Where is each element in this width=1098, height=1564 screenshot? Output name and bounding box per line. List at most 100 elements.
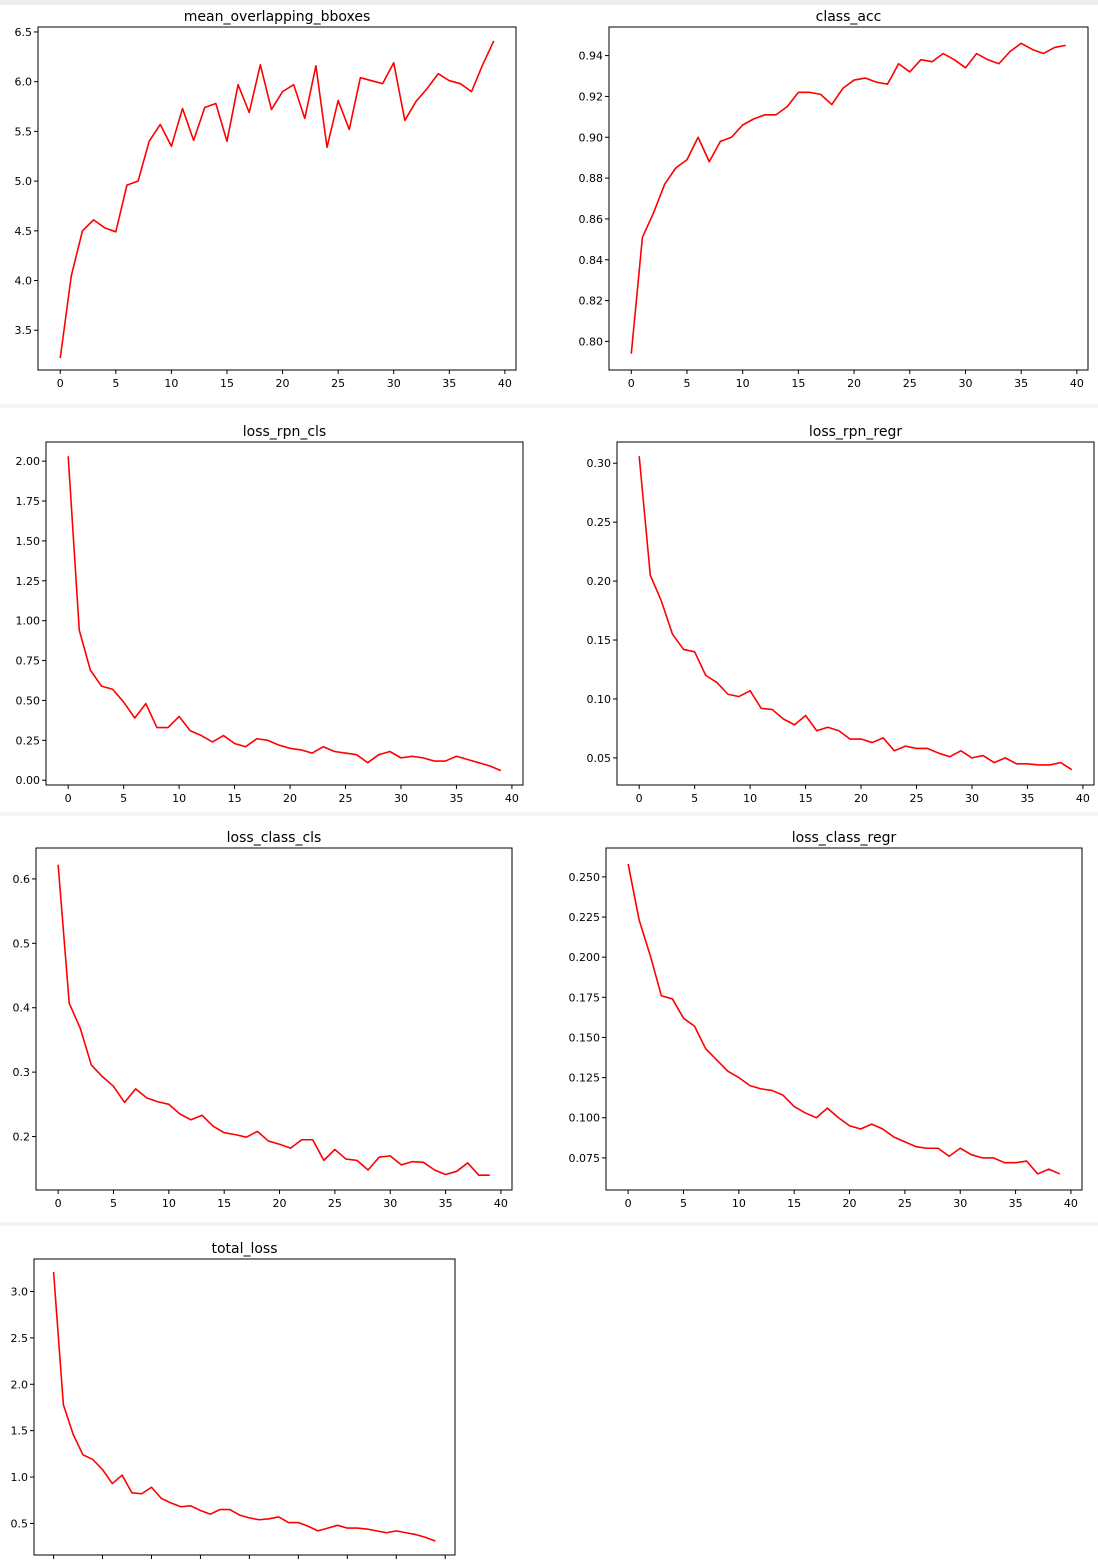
y-tick-label: 1.5	[11, 1425, 29, 1438]
y-tick-label: 0.05	[587, 752, 612, 765]
data-line	[627, 863, 1061, 1175]
subplot-loss-class-cls: loss_class_cls 0 5 10 15 20 25 30 35 40 0.2 0.3 0.4 0…	[13, 830, 513, 1210]
x-tick-label: 0	[55, 1197, 62, 1210]
x-tick-label: 10	[732, 1197, 746, 1210]
x-tick-label: 25	[291, 1562, 305, 1564]
x-tick-label: 25	[328, 1197, 342, 1210]
y-tick-label: 4.0	[15, 275, 33, 288]
x-tick-label: 5	[691, 792, 698, 805]
y-tick-label: 0.6	[13, 873, 31, 886]
chart-title: loss_class_cls	[227, 830, 322, 846]
x-tick-label: 30	[958, 377, 972, 390]
data-line	[57, 864, 490, 1176]
y-tick-label: 0.075	[569, 1152, 601, 1165]
y-tick-label: 5.0	[15, 175, 33, 188]
y-tick-label: 0.84	[579, 254, 604, 267]
chart-title: mean_overlapping_bboxes	[184, 9, 370, 25]
y-tick-label: 0.250	[569, 871, 601, 884]
x-tick-label: 30	[387, 377, 401, 390]
output-separator	[0, 812, 1098, 816]
x-tick-label: 0	[625, 1197, 632, 1210]
y-tick-label: 6.0	[15, 76, 33, 89]
y-tick-label: 2.0	[11, 1378, 29, 1391]
x-tick-label: 5	[120, 792, 127, 805]
x-tick-label: 5	[683, 377, 690, 390]
y-tick-label: 3.0	[11, 1285, 29, 1298]
x-tick-label: 35	[1014, 377, 1028, 390]
x-tick-label: 30	[394, 792, 408, 805]
subplot-loss-class-regr: loss_class_regr 0 5 10 15 20 25 30 35 40 0.075 0.10…	[569, 830, 1083, 1210]
x-tick-label: 15	[228, 792, 242, 805]
x-tick-label: 15	[217, 1197, 231, 1210]
y-tick-label: 0.92	[579, 90, 604, 103]
y-tick-label: 1.50	[16, 535, 41, 548]
data-line	[52, 1271, 436, 1542]
axes-frame	[616, 441, 1095, 786]
x-tick-label: 25	[339, 792, 353, 805]
x-tick-label: 40	[498, 377, 512, 390]
subplot-loss-rpn-cls: loss_rpn_cls 0 5 10 15 20 25 30 35 40 0.00 0.25 0.50…	[16, 424, 524, 805]
y-tick-label: 0.10	[587, 693, 612, 706]
x-tick-label: 30	[383, 1197, 397, 1210]
y-tick-label: 0.20	[587, 575, 612, 588]
y-tick-label: 0.15	[587, 634, 612, 647]
y-tick-label: 0.4	[13, 1002, 31, 1015]
chart-title: loss_class_regr	[792, 830, 897, 846]
data-line	[630, 42, 1066, 354]
x-tick-label: 5	[680, 1197, 687, 1210]
x-tick-label: 20	[273, 1197, 287, 1210]
x-tick-label: 25	[903, 377, 917, 390]
x-tick-label: 20	[242, 1562, 256, 1564]
x-tick-label: 35	[389, 1562, 403, 1564]
x-tick-label: 20	[843, 1197, 857, 1210]
data-line	[638, 456, 1073, 771]
y-tick-label: 0.75	[16, 655, 41, 668]
x-tick-label: 40	[1070, 377, 1084, 390]
x-tick-label: 35	[449, 792, 463, 805]
x-tick-label: 0	[65, 792, 72, 805]
y-tick-label: 2.00	[16, 455, 41, 468]
subplot-class-acc: class_acc 0 5 10 15 20 25 30 35 40 0.80 0.82 0.84 0.8…	[579, 9, 1089, 390]
x-tick-label: 15	[220, 377, 234, 390]
y-tick-label: 0.00	[16, 774, 41, 787]
x-tick-label: 15	[787, 1197, 801, 1210]
x-tick-label: 0	[50, 1562, 57, 1564]
x-tick-label: 40	[494, 1197, 508, 1210]
x-tick-label: 20	[283, 792, 297, 805]
x-tick-label: 25	[898, 1197, 912, 1210]
y-tick-label: 0.50	[16, 694, 41, 707]
y-tick-label: 1.75	[16, 495, 41, 508]
x-tick-label: 30	[965, 792, 979, 805]
x-tick-label: 10	[172, 792, 186, 805]
y-tick-label: 0.94	[579, 50, 604, 63]
y-tick-label: 5.5	[15, 125, 33, 138]
x-tick-label: 15	[799, 792, 813, 805]
x-tick-label: 35	[1020, 792, 1034, 805]
x-tick-label: 35	[439, 1197, 453, 1210]
x-tick-label: 20	[854, 792, 868, 805]
y-tick-label: 0.90	[579, 131, 604, 144]
x-tick-label: 25	[331, 377, 345, 390]
subplot-loss-rpn-regr: loss_rpn_regr 0 5 10 15 20 25 30 35 40 0.05 0.10 0.1…	[587, 424, 1095, 805]
x-tick-label: 10	[162, 1197, 176, 1210]
y-tick-label: 0.2	[13, 1131, 31, 1144]
x-tick-label: 10	[144, 1562, 158, 1564]
axes-frame	[37, 26, 517, 371]
x-tick-label: 20	[276, 377, 290, 390]
subplot-total-loss: total_loss 0 5 10 15 20 25 30 35 40 0.5 1.0 1.5 2.0 2.…	[11, 1241, 456, 1564]
x-tick-label: 0	[636, 792, 643, 805]
x-tick-label: 0	[628, 377, 635, 390]
output-separator	[0, 1222, 1098, 1226]
axes-frame	[608, 26, 1089, 371]
x-tick-label: 5	[112, 377, 119, 390]
axes-frame	[45, 441, 524, 786]
x-tick-label: 5	[110, 1197, 117, 1210]
y-tick-label: 0.5	[13, 937, 31, 950]
axes-frame	[33, 1258, 456, 1556]
y-tick-label: 1.00	[16, 615, 41, 628]
y-tick-label: 0.30	[587, 457, 612, 470]
y-tick-label: 0.86	[579, 213, 604, 226]
x-tick-label: 0	[57, 377, 64, 390]
x-tick-label: 5	[99, 1562, 106, 1564]
x-tick-label: 35	[442, 377, 456, 390]
